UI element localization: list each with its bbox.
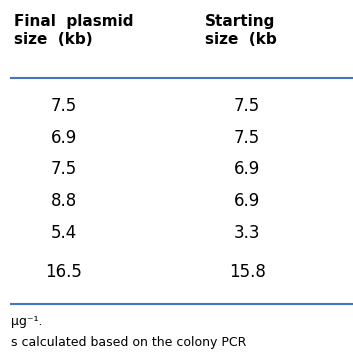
Text: 8.8: 8.8 bbox=[50, 192, 77, 210]
Text: 7.5: 7.5 bbox=[50, 161, 77, 178]
Text: 6.9: 6.9 bbox=[234, 192, 260, 210]
Text: μg⁻¹.: μg⁻¹. bbox=[11, 315, 42, 328]
Text: 7.5: 7.5 bbox=[234, 97, 260, 115]
Text: 6.9: 6.9 bbox=[50, 129, 77, 146]
Text: 15.8: 15.8 bbox=[229, 263, 265, 281]
Text: 5.4: 5.4 bbox=[50, 224, 77, 242]
Text: 6.9: 6.9 bbox=[234, 161, 260, 178]
Text: s calculated based on the colony PCR: s calculated based on the colony PCR bbox=[11, 336, 246, 349]
Text: 3.3: 3.3 bbox=[234, 224, 261, 242]
Text: 7.5: 7.5 bbox=[234, 129, 260, 146]
Text: Starting
size  (kb: Starting size (kb bbox=[205, 14, 276, 47]
Text: 7.5: 7.5 bbox=[50, 97, 77, 115]
Text: 16.5: 16.5 bbox=[45, 263, 82, 281]
Text: Final  plasmid
size  (kb): Final plasmid size (kb) bbox=[14, 14, 134, 47]
